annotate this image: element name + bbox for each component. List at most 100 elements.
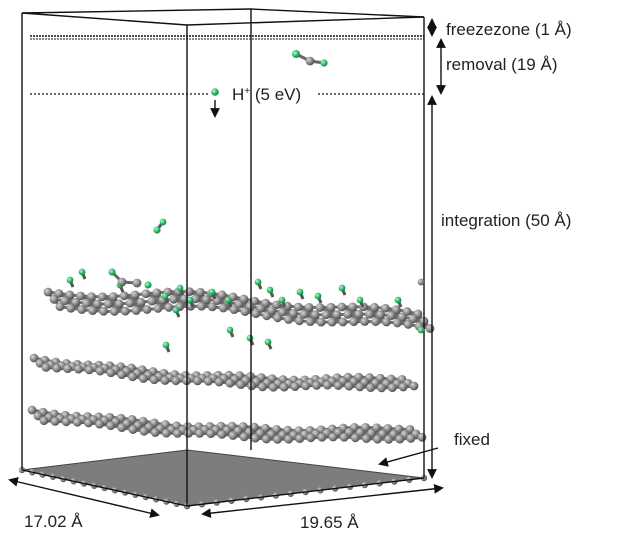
carbon-atom <box>77 305 86 314</box>
carbon-atom <box>229 431 238 440</box>
carbon-atom <box>161 376 170 385</box>
carbon-atom <box>393 319 402 328</box>
freezezone-label: freezezone (1 Å) <box>446 21 572 38</box>
graphene-sheet <box>44 269 435 352</box>
hydrogen-atom <box>79 269 86 276</box>
carbon-atom <box>88 306 97 315</box>
carbon-atom <box>150 375 159 384</box>
hydrogen-atom <box>153 226 160 233</box>
hydrogen-atom <box>297 289 304 296</box>
projectile-energy: (5 eV) <box>255 85 301 104</box>
carbon-atom <box>99 307 108 316</box>
hydrogen-atom <box>225 297 232 304</box>
carbon-atom <box>291 382 300 391</box>
carbon-atom <box>204 377 213 386</box>
hydrogen-atom <box>173 307 180 314</box>
projectile-atom <box>211 88 219 96</box>
carbon-atom <box>284 435 293 444</box>
carbon-atom <box>273 313 282 322</box>
carbon-atom <box>399 383 408 392</box>
carbon-atom <box>382 318 391 327</box>
carbon-atom <box>169 295 178 304</box>
carbon-atom <box>208 302 217 311</box>
carbon-atom <box>337 303 346 312</box>
carbon-atom <box>126 299 135 308</box>
carbon-atom <box>104 300 113 309</box>
carbon-atom <box>184 429 193 438</box>
carbon-atom <box>251 434 260 443</box>
hydrogen-atom <box>163 342 170 349</box>
carbon-atom <box>312 381 321 390</box>
carbon-atom <box>258 382 267 391</box>
carbon-atom <box>42 363 51 372</box>
carbon-atom <box>306 57 315 66</box>
carbon-atom <box>44 288 53 297</box>
carbon-atom <box>327 303 336 312</box>
carbon-atom <box>306 317 315 326</box>
projectile-charge: + <box>244 86 250 97</box>
carbon-atom <box>301 382 310 391</box>
carbon-atom <box>128 372 137 381</box>
carbon-atom <box>349 317 358 326</box>
hydrogen-atom <box>247 335 254 342</box>
carbon-atom <box>262 311 271 320</box>
carbon-atom <box>110 307 119 316</box>
removal-label: removal (19 Å) <box>446 56 557 73</box>
carbon-atom <box>236 380 245 389</box>
hydrogen-atom <box>67 277 74 284</box>
carbon-atom <box>121 307 130 316</box>
carbon-atom <box>63 364 72 373</box>
hydrogen-atom <box>209 289 216 296</box>
carbon-atom <box>132 306 141 315</box>
carbon-atom <box>323 381 332 390</box>
width-dimension-label: 19.65 Å <box>300 514 359 531</box>
carbon-atom <box>215 378 224 387</box>
carbon-atom <box>384 435 393 444</box>
carbon-atom <box>418 279 425 286</box>
carbon-atom <box>107 368 116 377</box>
hydrogen-atom <box>162 293 169 300</box>
carbon-atom <box>56 302 65 311</box>
carbon-atom <box>137 298 146 307</box>
carbon-atom <box>240 432 249 441</box>
carbon-atom <box>371 317 380 326</box>
carbon-atom <box>280 383 289 392</box>
carbon-atom <box>377 383 386 392</box>
hydrogen-atom <box>255 279 262 286</box>
carbon-atom <box>154 304 163 313</box>
carbon-atom <box>171 376 180 385</box>
carbon-atom <box>162 429 171 438</box>
fixed-arrow <box>380 448 438 464</box>
carbon-atom <box>334 381 343 390</box>
carbon-atom <box>343 310 352 319</box>
carbon-atom <box>295 434 304 443</box>
hydrogen-atom <box>144 281 151 288</box>
hydrogen-atom <box>315 293 322 300</box>
carbon-atom <box>340 433 349 442</box>
depth-dimension-label: 17.02 Å <box>24 513 83 530</box>
carbon-atom <box>151 428 160 437</box>
carbon-atom <box>84 419 93 428</box>
hydrogen-atom <box>177 285 184 292</box>
fixed-label: fixed <box>454 431 490 448</box>
hydrogen-atom <box>267 287 274 294</box>
carbon-atom <box>95 420 104 429</box>
hydrogen-atom <box>395 297 402 304</box>
carbon-atom <box>148 297 157 306</box>
carbon-atom <box>117 423 126 432</box>
carbon-atom <box>269 383 278 392</box>
carbon-atom <box>117 370 126 379</box>
carbon-atom <box>328 318 337 327</box>
graphene-layers <box>28 269 435 444</box>
carbon-atom <box>329 433 338 442</box>
carbon-atom <box>85 365 94 374</box>
carbon-atom <box>284 315 293 324</box>
carbon-atom <box>406 434 415 443</box>
carbon-atom <box>404 320 413 329</box>
carbon-atom <box>152 288 161 297</box>
carbon-atom <box>418 433 427 442</box>
hydrogen-atom <box>160 219 167 226</box>
carbon-atom <box>333 310 342 319</box>
carbon-atom <box>193 376 202 385</box>
region-boundaries <box>30 36 424 94</box>
